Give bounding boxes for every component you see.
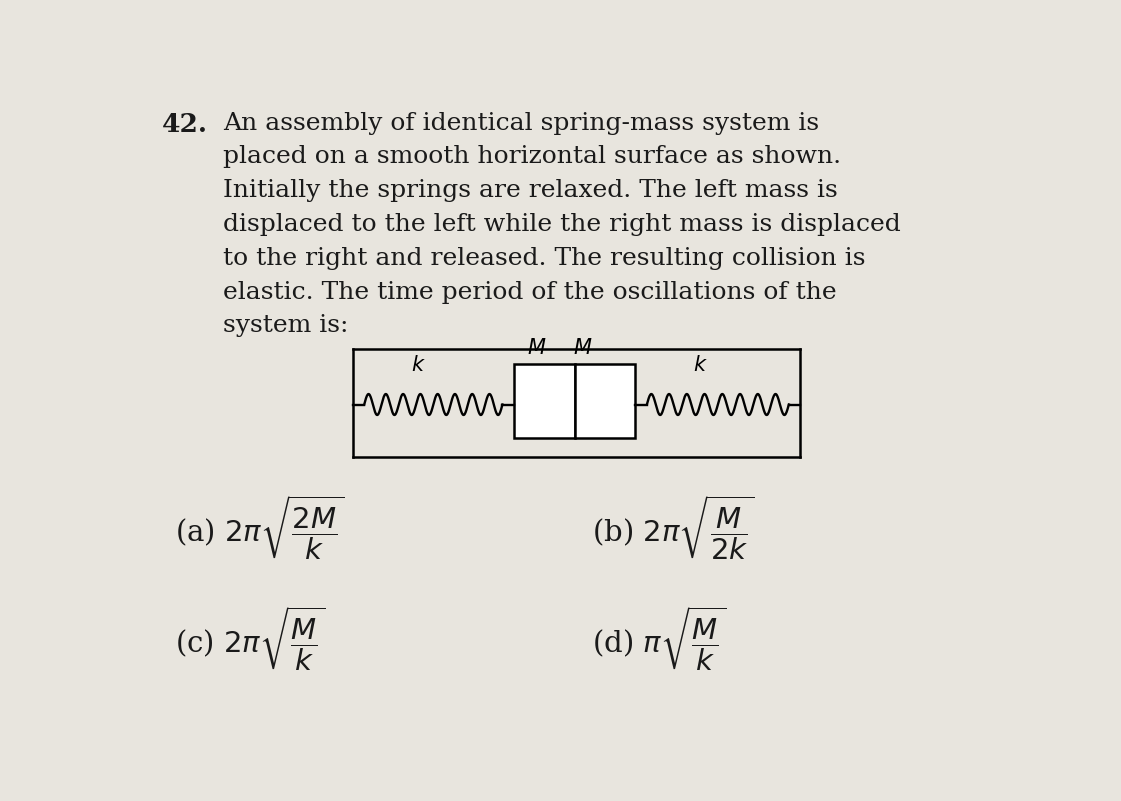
Text: (a) $2\pi\sqrt{\dfrac{2M}{k}}$: (a) $2\pi\sqrt{\dfrac{2M}{k}}$ <box>175 494 344 563</box>
Text: (b) $2\pi\sqrt{\dfrac{M}{2k}}$: (b) $2\pi\sqrt{\dfrac{M}{2k}}$ <box>592 494 754 563</box>
Text: $M$: $M$ <box>574 338 593 357</box>
Text: 42.: 42. <box>161 111 207 136</box>
Text: (c) $2\pi\sqrt{\dfrac{M}{k}}$: (c) $2\pi\sqrt{\dfrac{M}{k}}$ <box>175 605 325 674</box>
Text: $k$: $k$ <box>693 355 707 375</box>
Text: $k$: $k$ <box>410 355 426 375</box>
FancyBboxPatch shape <box>575 364 636 438</box>
FancyBboxPatch shape <box>513 364 575 438</box>
Text: An assembly of identical spring-mass system is
placed on a smooth horizontal sur: An assembly of identical spring-mass sys… <box>223 111 900 337</box>
Text: (d) $\pi\sqrt{\dfrac{M}{k}}$: (d) $\pi\sqrt{\dfrac{M}{k}}$ <box>592 605 726 674</box>
Text: $M$: $M$ <box>527 338 547 357</box>
